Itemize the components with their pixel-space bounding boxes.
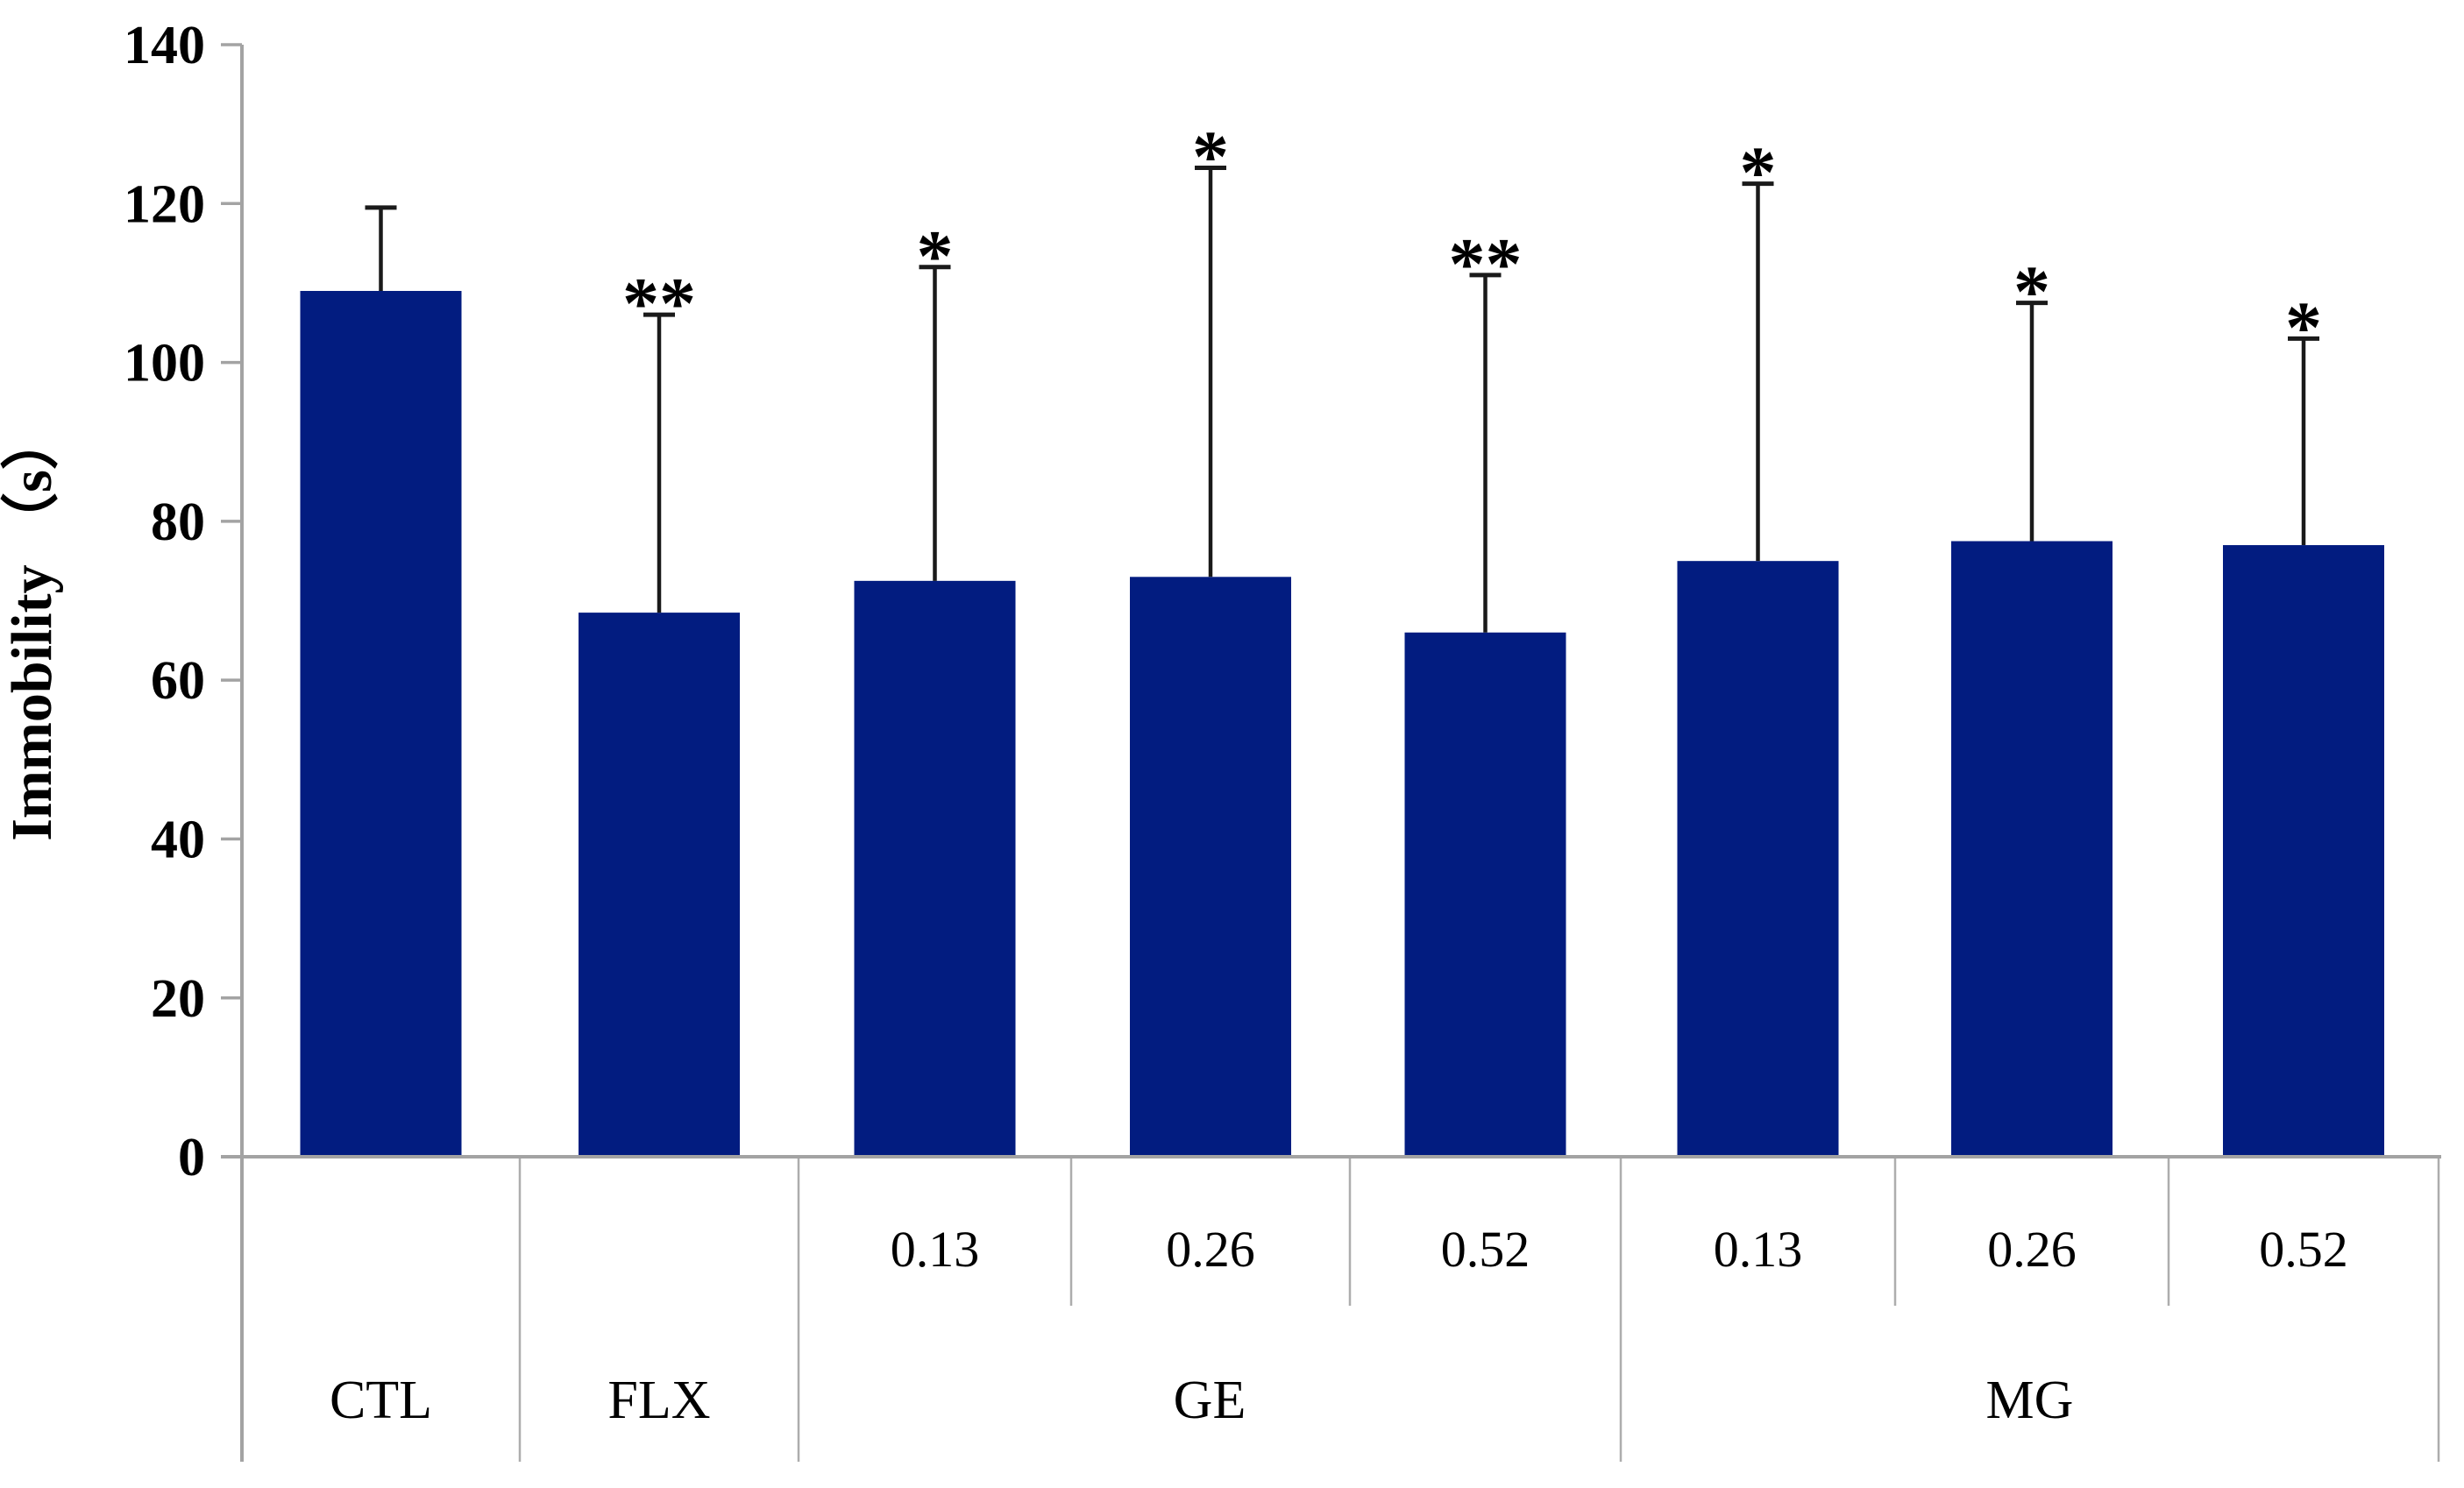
dose-label: 0.26 [1166,1221,1255,1278]
bar [300,290,462,1157]
y-axis-title: Immobility （s） [0,412,64,841]
x-axis-category-table: CTL FLX 0.13 0.26 0.52 GE 0.13 0.26 0.52 MG [330,1159,2440,1462]
y-tick-label: 60 [151,651,205,711]
bar [2223,545,2384,1157]
group-label: GE [1174,1371,1246,1430]
bar [1951,541,2113,1157]
y-tick-label: 80 [151,492,205,552]
group-label: CTL [330,1371,432,1430]
y-tick-label: 140 [124,16,205,75]
bar [1130,577,1291,1157]
bar [1677,561,1839,1157]
significance-marker: ** [622,263,696,344]
group-label: MG [1986,1371,2074,1430]
y-tick-label: 0 [178,1128,205,1187]
significance-marker: * [2285,287,2322,368]
y-tick-label: 20 [151,969,205,1029]
significance-marker: * [2013,252,2050,333]
dose-label: 0.26 [1987,1221,2077,1278]
bar [1404,632,1566,1157]
dose-label: 0.13 [891,1221,980,1278]
bars-layer [300,290,2384,1157]
bar [579,613,740,1157]
significance-marker: * [917,216,954,297]
bar [854,580,1016,1157]
dose-label: 0.52 [1441,1221,1530,1278]
dose-label: 0.13 [1714,1221,1803,1278]
significance-marker: * [1740,132,1777,214]
dose-label: 0.52 [2259,1221,2348,1278]
significance-marker: ** [1449,223,1523,305]
y-tick-label: 100 [124,334,205,393]
y-tick-label: 120 [124,174,205,234]
significance-markers-layer: ******** * [622,116,2322,368]
error-bars-layer [365,165,2319,633]
y-tick-label: 40 [151,811,205,870]
group-label: FLX [607,1371,710,1430]
significance-marker: * [1192,116,1229,197]
y-axis: 0 20 40 60 80 100 120 140 [124,16,2441,1462]
